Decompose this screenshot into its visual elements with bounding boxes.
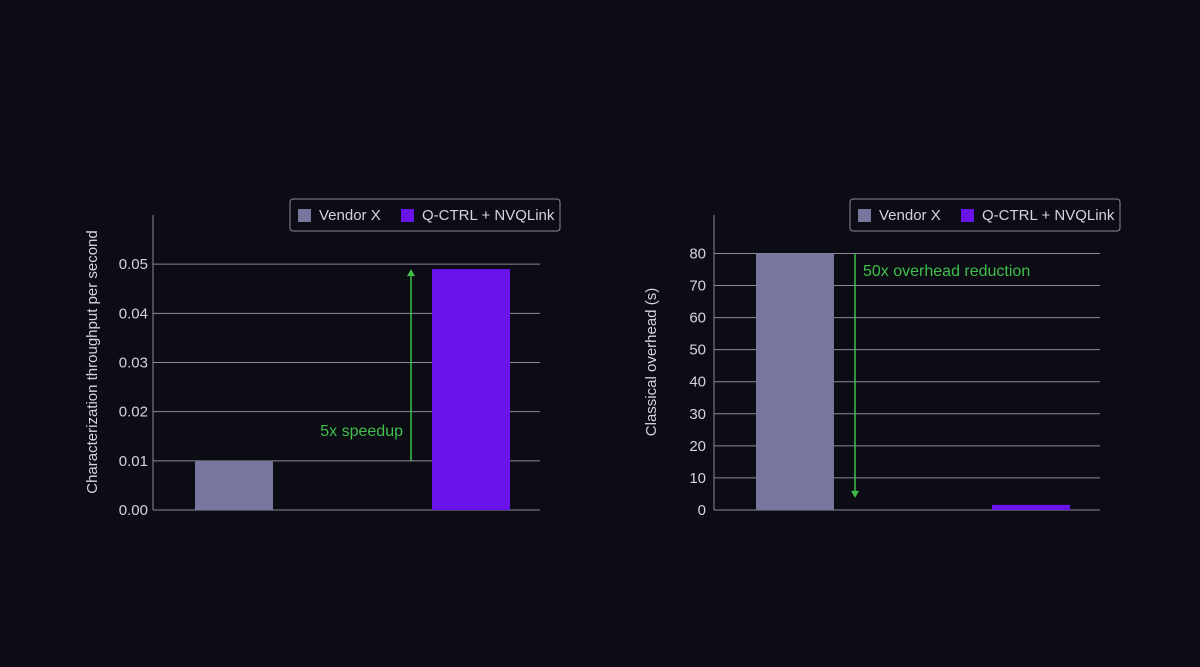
legend-swatch [401, 209, 414, 222]
bar-qctrl-nvqlink [432, 269, 510, 510]
bar-qctrl-nvqlink [992, 504, 1070, 510]
y-tick-label: 40 [689, 374, 706, 391]
legend-label: Vendor X [879, 207, 941, 224]
y-tick-label: 0.04 [119, 305, 148, 322]
legend-label: Vendor X [319, 207, 381, 224]
y-tick-label: 0.02 [119, 404, 148, 421]
y-tick-label: 0.01 [119, 453, 148, 470]
legend-swatch [858, 209, 871, 222]
legend-label: Q-CTRL + NVQLink [982, 207, 1115, 224]
legend-swatch [298, 209, 311, 222]
y-axis-title: Classical overhead (s) [643, 288, 660, 436]
y-tick-label: 50 [689, 342, 706, 359]
legend-box [289, 198, 561, 232]
bar-vendor-x [756, 253, 834, 510]
y-tick-label: 0 [698, 502, 706, 519]
bar-vendor-x [195, 460, 273, 510]
annotation-label: 5x speedup [320, 423, 403, 440]
legend-label: Q-CTRL + NVQLink [422, 207, 555, 224]
legend-box [849, 198, 1121, 232]
y-axis-title: Characterization throughput per second [84, 230, 101, 494]
y-tick-label: 0.00 [119, 502, 148, 519]
annotation-arrowhead [407, 269, 415, 277]
y-tick-label: 60 [689, 310, 706, 327]
annotation-arrowhead [851, 490, 859, 498]
legend-swatch [961, 209, 974, 222]
y-tick-label: 0.05 [119, 256, 148, 273]
y-tick-label: 80 [689, 245, 706, 262]
y-tick-label: 0.03 [119, 355, 148, 372]
y-tick-label: 30 [689, 406, 706, 423]
y-tick-label: 20 [689, 438, 706, 455]
y-tick-label: 10 [689, 470, 706, 487]
annotation-label: 50x overhead reduction [863, 263, 1030, 280]
y-tick-label: 70 [689, 278, 706, 295]
